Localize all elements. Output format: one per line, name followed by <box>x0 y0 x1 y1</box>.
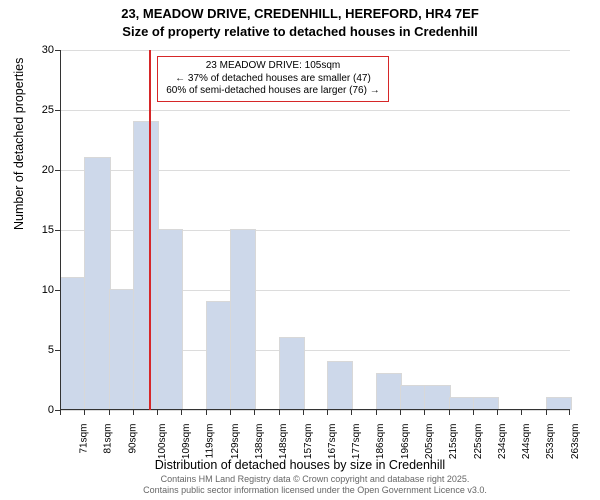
subject-callout: 23 MEADOW DRIVE: 105sqm← 37% of detached… <box>157 56 388 102</box>
xtick-mark <box>157 410 158 415</box>
histogram-bar <box>60 277 86 410</box>
x-axis-label: Distribution of detached houses by size … <box>0 458 600 472</box>
histogram-bar <box>109 289 135 410</box>
xtick-label: 196sqm <box>400 424 411 460</box>
ytick-label: 20 <box>30 164 54 176</box>
histogram-figure: { "title_line1": "23, MEADOW DRIVE, CRED… <box>0 0 600 500</box>
ytick-label: 0 <box>30 404 54 416</box>
ytick-label: 10 <box>30 284 54 296</box>
xtick-mark <box>327 410 328 415</box>
xtick-label: 90sqm <box>127 424 138 454</box>
histogram-bar <box>206 301 232 410</box>
callout-line: 23 MEADOW DRIVE: 105sqm <box>166 60 379 73</box>
xtick-label: 148sqm <box>278 424 289 460</box>
xtick-label: 129sqm <box>230 424 241 460</box>
xtick-mark <box>473 410 474 415</box>
xtick-label: 100sqm <box>157 424 168 460</box>
histogram-bar <box>230 229 256 410</box>
ytick-label: 25 <box>30 104 54 116</box>
xtick-label: 263sqm <box>570 424 581 460</box>
xtick-label: 81sqm <box>103 424 114 454</box>
ytick-label: 5 <box>30 344 54 356</box>
xtick-mark <box>60 410 61 415</box>
subject-marker-line <box>149 50 151 410</box>
xtick-mark <box>569 410 570 415</box>
chart-title-sub: Size of property relative to detached ho… <box>0 24 600 39</box>
ytick-label: 30 <box>30 44 54 56</box>
histogram-bar <box>424 385 450 410</box>
gridline <box>60 110 570 111</box>
xtick-label: 138sqm <box>254 424 265 460</box>
xtick-mark <box>424 410 425 415</box>
xtick-mark <box>449 410 450 415</box>
y-axis-label: Number of detached properties <box>12 58 26 230</box>
xtick-label: 167sqm <box>327 424 338 460</box>
xtick-mark <box>84 410 85 415</box>
callout-line: ← 37% of detached houses are smaller (47… <box>166 73 379 86</box>
xtick-mark <box>376 410 377 415</box>
xtick-label: 71sqm <box>79 424 90 454</box>
xtick-label: 186sqm <box>376 424 387 460</box>
xtick-mark <box>279 410 280 415</box>
xtick-label: 177sqm <box>351 424 362 460</box>
plot-area: 05101520253071sqm81sqm90sqm100sqm109sqm1… <box>60 50 570 410</box>
xtick-label: 119sqm <box>205 424 216 459</box>
histogram-bar <box>133 121 159 410</box>
y-axis-line <box>60 50 61 410</box>
xtick-label: 215sqm <box>448 424 459 460</box>
histogram-bar <box>157 229 183 410</box>
xtick-label: 234sqm <box>497 424 508 460</box>
xtick-mark <box>303 410 304 415</box>
xtick-mark <box>254 410 255 415</box>
xtick-mark <box>181 410 182 415</box>
xtick-label: 244sqm <box>521 424 532 460</box>
xtick-label: 157sqm <box>303 424 314 460</box>
xtick-mark <box>351 410 352 415</box>
xtick-mark <box>109 410 110 415</box>
xtick-mark <box>521 410 522 415</box>
histogram-bar <box>84 157 110 410</box>
gridline <box>60 50 570 51</box>
histogram-bar <box>279 337 305 410</box>
xtick-mark <box>133 410 134 415</box>
histogram-bar <box>376 373 402 410</box>
xtick-label: 225sqm <box>473 424 484 460</box>
x-axis-line <box>60 409 570 410</box>
callout-line: 60% of semi-detached houses are larger (… <box>166 85 379 98</box>
xtick-label: 253sqm <box>546 424 557 460</box>
xtick-mark <box>230 410 231 415</box>
attribution-text: Contains HM Land Registry data © Crown c… <box>60 474 570 496</box>
chart-title-address: 23, MEADOW DRIVE, CREDENHILL, HEREFORD, … <box>0 6 600 21</box>
xtick-mark <box>497 410 498 415</box>
attribution-line1: Contains HM Land Registry data © Crown c… <box>60 474 570 485</box>
attribution-line2: Contains public sector information licen… <box>60 485 570 496</box>
xtick-mark <box>546 410 547 415</box>
histogram-bar <box>327 361 353 410</box>
xtick-mark <box>400 410 401 415</box>
gridline <box>60 410 570 411</box>
xtick-mark <box>206 410 207 415</box>
ytick-label: 15 <box>30 224 54 236</box>
xtick-label: 205sqm <box>424 424 435 460</box>
histogram-bar <box>400 385 426 410</box>
xtick-label: 109sqm <box>181 424 192 460</box>
